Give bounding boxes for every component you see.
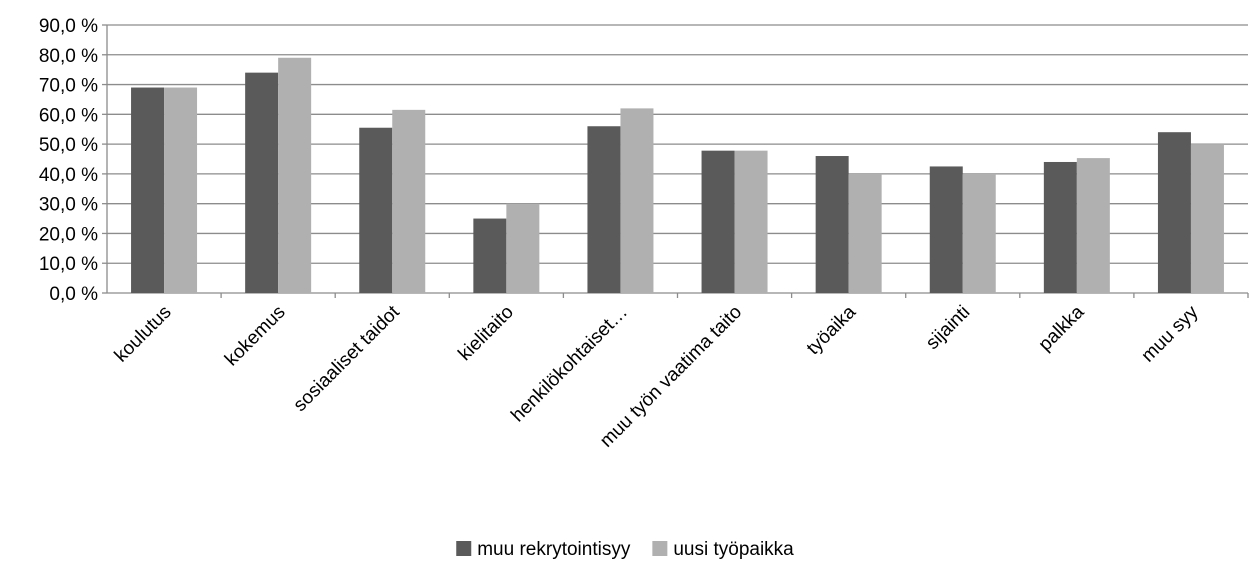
bar <box>131 87 165 294</box>
category-label: työaika <box>803 301 861 359</box>
bar <box>1190 144 1224 293</box>
bar <box>473 218 507 293</box>
y-tick-label: 80,0 % <box>39 46 98 67</box>
bars <box>131 57 1224 294</box>
category-label: sijainti <box>922 302 974 354</box>
y-tick-label: 90,0 % <box>39 16 98 37</box>
category-label: sosiaaliset taidot <box>290 301 405 416</box>
y-tick-label: 20,0 % <box>39 224 98 245</box>
category-label: kielitaito <box>454 302 517 365</box>
y-tick-label: 50,0 % <box>39 135 98 156</box>
y-tick-labels: 0,0 % 10,0 % 20,0 % 30,0 % 40,0 % 50,0 % 60,0 … <box>39 16 98 305</box>
bar <box>701 150 735 293</box>
y-tick-label: 10,0 % <box>39 254 98 275</box>
bar <box>1043 161 1077 293</box>
bar <box>848 173 882 293</box>
bar <box>392 109 426 293</box>
category-label: koulutus <box>111 302 176 367</box>
category-label: palkka <box>1035 301 1089 355</box>
legend-swatch <box>652 541 668 556</box>
y-tick-label: 60,0 % <box>39 105 98 126</box>
bar <box>506 203 540 293</box>
category-labels: koulutus kokemus sosiaaliset taidot kielita… <box>111 301 1203 452</box>
bar <box>587 126 621 293</box>
legend-label: uusi työpaikka <box>673 539 794 560</box>
bar <box>1076 158 1110 293</box>
bar <box>359 127 393 293</box>
category-label: kokemus <box>221 302 290 371</box>
bar <box>620 108 654 293</box>
legend-label: muu rekrytointisyy <box>477 539 631 560</box>
bar <box>1157 132 1191 293</box>
bar <box>164 87 198 294</box>
category-label: muu syy <box>1138 301 1203 366</box>
y-tick-label: 30,0 % <box>39 195 98 216</box>
category-label: henkilökohtaiset… <box>507 302 632 427</box>
bar <box>734 150 768 293</box>
y-tick-label: 70,0 % <box>39 76 98 97</box>
y-tick-label: 0,0 % <box>49 284 98 305</box>
bar <box>278 57 312 293</box>
legend: muu rekrytointisyy uusi työpaikka <box>456 539 794 560</box>
bar <box>815 156 849 293</box>
bar <box>245 72 279 294</box>
bar <box>962 173 996 293</box>
y-tick-label: 40,0 % <box>39 165 98 186</box>
bar <box>929 166 963 293</box>
legend-swatch <box>456 541 472 556</box>
